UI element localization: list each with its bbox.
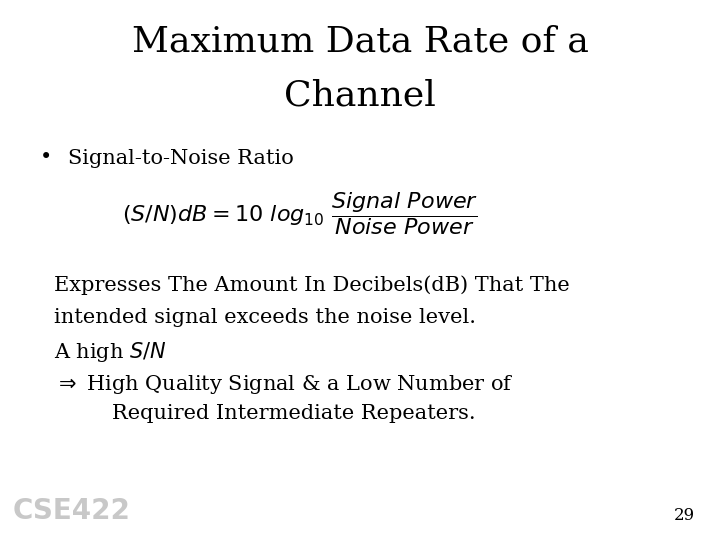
Text: $\mathit{(S/N)dB} = \mathit{10\ log_{10}}\ \dfrac{\mathit{Signal\ Power}}{\mathi: $\mathit{(S/N)dB} = \mathit{10\ log_{10}…: [122, 190, 479, 237]
Text: Required Intermediate Repeaters.: Required Intermediate Repeaters.: [112, 404, 475, 423]
Text: Signal-to-Noise Ratio: Signal-to-Noise Ratio: [68, 148, 294, 167]
Text: A high $\mathit{S/N}$: A high $\mathit{S/N}$: [54, 340, 167, 364]
Text: Expresses The Amount In Decibels(dB) That The: Expresses The Amount In Decibels(dB) Tha…: [54, 275, 570, 295]
Text: Channel: Channel: [284, 78, 436, 112]
Text: $\Rightarrow$ High Quality Signal & a Low Number of: $\Rightarrow$ High Quality Signal & a Lo…: [54, 373, 514, 396]
Text: •: •: [40, 148, 52, 167]
Text: 29: 29: [674, 507, 695, 524]
Text: intended signal exceeds the noise level.: intended signal exceeds the noise level.: [54, 308, 476, 327]
Text: CSE422: CSE422: [13, 497, 131, 525]
Text: Maximum Data Rate of a: Maximum Data Rate of a: [132, 24, 588, 58]
